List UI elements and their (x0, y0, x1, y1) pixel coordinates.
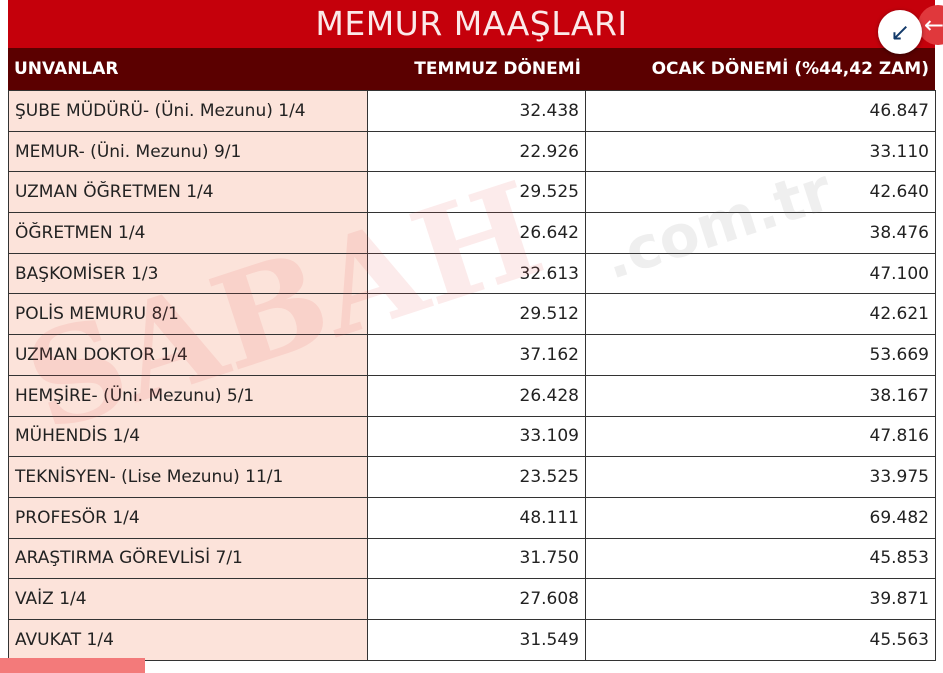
july-salary-cell: 31.750 (367, 537, 586, 580)
table-row: PROFESÖR 1/4 48.111 69.482 (8, 496, 936, 539)
july-salary-cell: 26.428 (367, 374, 586, 417)
january-salary-cell: 53.669 (585, 334, 936, 376)
july-salary-cell: 48.111 (367, 496, 586, 539)
table-row: VAİZ 1/4 27.608 39.871 (8, 578, 936, 620)
january-salary-cell: 45.563 (585, 618, 936, 661)
header-july: TEMMUZ DÖNEMİ (414, 59, 581, 79)
table-row: POLİS MEMURU 8/1 29.512 42.621 (8, 293, 936, 336)
title-cell: MEMUR- (Üni. Mezunu) 9/1 (8, 130, 368, 173)
title-cell: BAŞKOMİSER 1/3 (8, 252, 368, 295)
table-row: ŞUBE MÜDÜRÜ- (Üni. Mezunu) 1/4 32.438 46.8… (8, 90, 936, 132)
july-salary-cell: 22.926 (367, 130, 586, 173)
collapse-button[interactable]: ↙ (878, 10, 922, 54)
salary-table: ŞUBE MÜDÜRÜ- (Üni. Mezunu) 1/4 32.438 46.8… (8, 90, 936, 661)
july-salary-cell: 32.438 (367, 90, 586, 132)
january-salary-cell: 33.110 (585, 130, 936, 173)
table-row: MEMUR- (Üni. Mezunu) 9/1 22.926 33.110 (8, 130, 936, 173)
january-salary-cell: 42.621 (585, 293, 936, 336)
january-salary-cell: 46.847 (585, 90, 936, 132)
july-salary-cell: 29.525 (367, 171, 586, 214)
title-cell: PROFESÖR 1/4 (8, 496, 368, 539)
july-salary-cell: 27.608 (367, 578, 586, 620)
july-salary-cell: 26.642 (367, 212, 586, 254)
table-row: AVUKAT 1/4 31.549 45.563 (8, 618, 936, 661)
table-row: UZMAN DOKTOR 1/4 37.162 53.669 (8, 334, 936, 376)
back-button[interactable]: ← (918, 5, 943, 45)
header-january: OCAK DÖNEMİ (%44,42 ZAM) (651, 59, 929, 79)
january-salary-cell: 38.167 (585, 374, 936, 417)
table-row: ARAŞTIRMA GÖREVLİSİ 7/1 31.750 45.853 (8, 537, 936, 580)
january-salary-cell: 33.975 (585, 456, 936, 498)
title-cell: AVUKAT 1/4 (8, 618, 368, 661)
title-cell: ARAŞTIRMA GÖREVLİSİ 7/1 (8, 537, 368, 580)
january-salary-cell: 39.871 (585, 578, 936, 620)
title-cell: VAİZ 1/4 (8, 578, 368, 620)
title-cell: UZMAN ÖĞRETMEN 1/4 (8, 171, 368, 214)
collapse-arrows-icon: ↙ (889, 18, 911, 46)
title-cell: MÜHENDİS 1/4 (8, 415, 368, 458)
title-cell: TEKNİSYEN- (Lise Mezunu) 11/1 (8, 456, 368, 498)
header-titles: UNVANLAR (14, 59, 119, 79)
table-row: TEKNİSYEN- (Lise Mezunu) 11/1 23.525 33.97… (8, 456, 936, 498)
january-salary-cell: 38.476 (585, 212, 936, 254)
title-cell: ŞUBE MÜDÜRÜ- (Üni. Mezunu) 1/4 (8, 90, 368, 132)
title-cell: ÖĞRETMEN 1/4 (8, 212, 368, 254)
table-row: UZMAN ÖĞRETMEN 1/4 29.525 42.640 (8, 171, 936, 214)
july-salary-cell: 37.162 (367, 334, 586, 376)
january-salary-cell: 69.482 (585, 496, 936, 539)
table-row: BAŞKOMİSER 1/3 32.613 47.100 (8, 252, 936, 295)
title-cell: HEMŞİRE- (Üni. Mezunu) 5/1 (8, 374, 368, 417)
july-salary-cell: 33.109 (367, 415, 586, 458)
table-row: MÜHENDİS 1/4 33.109 47.816 (8, 415, 936, 458)
bottom-overlay-bar (0, 658, 145, 673)
table-row: HEMŞİRE- (Üni. Mezunu) 5/1 26.428 38.167 (8, 374, 936, 417)
july-salary-cell: 29.512 (367, 293, 586, 336)
table-title: MEMUR MAAŞLARI (8, 0, 935, 48)
january-salary-cell: 47.100 (585, 252, 936, 295)
july-salary-cell: 23.525 (367, 456, 586, 498)
title-cell: UZMAN DOKTOR 1/4 (8, 334, 368, 376)
january-salary-cell: 42.640 (585, 171, 936, 214)
january-salary-cell: 47.816 (585, 415, 936, 458)
title-cell: POLİS MEMURU 8/1 (8, 293, 368, 336)
july-salary-cell: 31.549 (367, 618, 586, 661)
arrow-left-icon: ← (924, 11, 943, 39)
july-salary-cell: 32.613 (367, 252, 586, 295)
table-header: UNVANLAR TEMMUZ DÖNEMİ OCAK DÖNEMİ (%44,… (8, 48, 935, 90)
january-salary-cell: 45.853 (585, 537, 936, 580)
table-row: ÖĞRETMEN 1/4 26.642 38.476 (8, 212, 936, 254)
